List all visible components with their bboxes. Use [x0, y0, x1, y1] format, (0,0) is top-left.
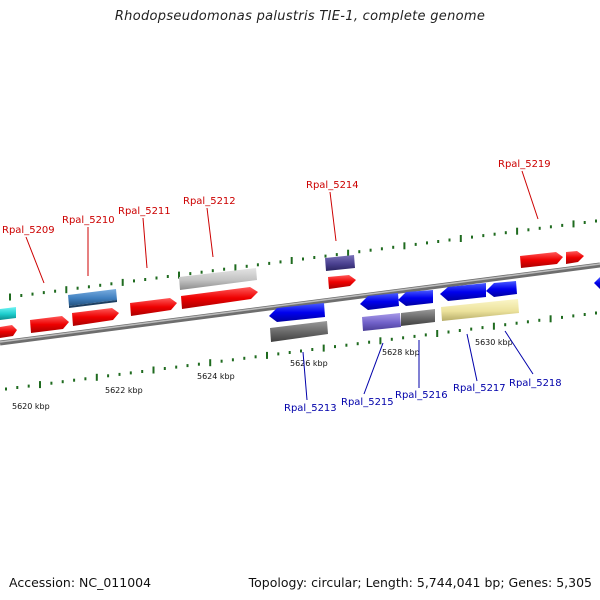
gene-blue-5216[interactable]	[398, 290, 433, 306]
gene-blue-5215[interactable]	[360, 293, 399, 310]
gene-silver-5212[interactable]	[179, 268, 257, 290]
kbp-label: 5626 kbp	[290, 359, 328, 368]
forward-gene-labels: Rpal_5209 Rpal_5210 Rpal_5211 Rpal_5212 …	[2, 159, 551, 284]
gene-gray-5216[interactable]	[401, 309, 435, 326]
gene-purple-5215[interactable]	[362, 313, 401, 331]
gene-blue-5217[interactable]	[440, 283, 486, 301]
reverse-gene-labels: Rpal_5213 Rpal_5215 Rpal_5216 Rpal_5217 …	[284, 330, 562, 414]
gene-yellow-5217[interactable]	[441, 299, 519, 321]
gene-blue-5213[interactable]	[269, 303, 325, 322]
gene-label[interactable]: Rpal_5210	[62, 215, 115, 226]
kbp-labels: 5620 kbp 5622 kbp 5624 kbp 5626 kbp 5628…	[12, 338, 513, 411]
gene-navy-5214[interactable]	[325, 255, 355, 271]
kbp-label: 5622 kbp	[105, 386, 143, 395]
gene-label[interactable]: Rpal_5212	[183, 196, 236, 207]
gene-cyan-partial[interactable]	[0, 307, 16, 320]
gene-red-5212[interactable]	[181, 287, 258, 309]
gene-gray-5213[interactable]	[270, 321, 328, 342]
lower-tick-track	[5, 311, 597, 391]
gene-label[interactable]: Rpal_5218	[509, 378, 562, 389]
gene-label[interactable]: Rpal_5216	[395, 390, 448, 401]
gene-steelblue-5210[interactable]	[68, 289, 117, 308]
gene-red-5211[interactable]	[130, 298, 177, 316]
gene-red-5219a[interactable]	[520, 252, 563, 268]
accession-text: Accession: NC_011004	[9, 575, 152, 590]
gene-blue-5218[interactable]	[486, 281, 517, 297]
forward-genes	[0, 251, 584, 338]
gene-label[interactable]: Rpal_5213	[284, 403, 337, 414]
gene-label[interactable]: Rpal_5219	[498, 159, 551, 170]
gene-label[interactable]: Rpal_5215	[341, 397, 394, 408]
gene-label[interactable]: Rpal_5209	[2, 225, 55, 236]
kbp-label: 5630 kbp	[475, 338, 513, 347]
gene-label[interactable]: Rpal_5211	[118, 206, 171, 217]
reverse-genes	[269, 277, 600, 342]
genome-backbone	[0, 262, 600, 346]
kbp-label: 5620 kbp	[12, 402, 50, 411]
map-title: Rhodopseudomonas palustris TIE-1, comple…	[114, 9, 486, 24]
gene-red-5209[interactable]	[30, 316, 69, 333]
gene-red-5219b[interactable]	[566, 251, 584, 264]
kbp-label: 5624 kbp	[197, 372, 235, 381]
gene-red-leftmost[interactable]	[0, 325, 17, 338]
kbp-label: 5628 kbp	[382, 348, 420, 357]
gene-red-5210b[interactable]	[72, 308, 119, 326]
gene-red-5214[interactable]	[328, 275, 356, 289]
upper-tick-track	[9, 219, 597, 301]
gene-label[interactable]: Rpal_5217	[453, 383, 506, 394]
topology-text: Topology: circular; Length: 5,744,041 bp…	[248, 575, 592, 590]
gene-label[interactable]: Rpal_5214	[306, 180, 359, 191]
gene-blue-right-edge[interactable]	[594, 277, 600, 289]
